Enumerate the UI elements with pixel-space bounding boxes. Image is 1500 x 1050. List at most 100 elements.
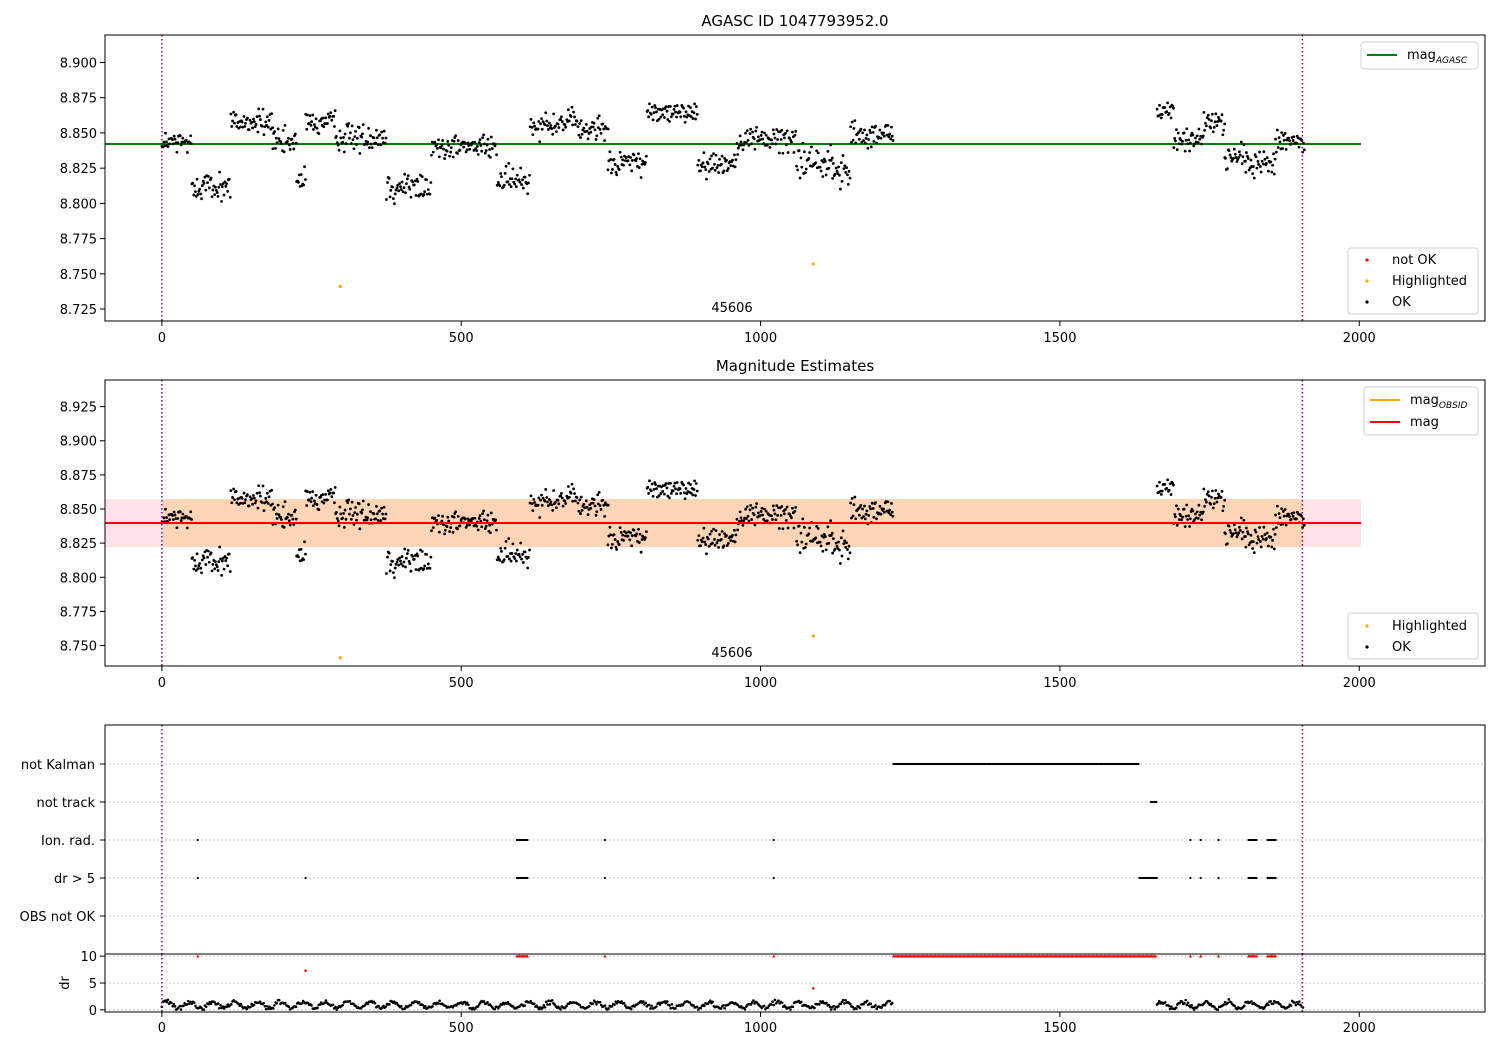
ok-point: [798, 176, 802, 180]
dr-point: [283, 1001, 287, 1005]
ok-point: [1251, 547, 1255, 550]
ok-point: [283, 500, 287, 504]
ok-point: [437, 514, 440, 518]
ok-point: [527, 556, 530, 559]
ok-point: [194, 564, 197, 568]
ok-point: [165, 516, 168, 519]
ok-point: [1179, 138, 1183, 142]
ok-point: [393, 576, 396, 579]
dr-point: [467, 1003, 470, 1007]
ok-point: [234, 489, 238, 493]
ok-point: [1205, 124, 1208, 128]
ok-point: [821, 175, 825, 178]
dr-axis-label: dr: [58, 976, 73, 990]
ok-point: [463, 517, 467, 521]
ok-point: [863, 141, 867, 145]
ok-point: [229, 112, 233, 116]
ok-point: [815, 525, 819, 528]
ok-point: [746, 138, 750, 142]
ok-point: [1210, 495, 1213, 499]
ok-point: [399, 562, 403, 566]
ok-point: [416, 554, 420, 558]
ok-point: [652, 487, 656, 491]
ok-point: [800, 540, 804, 544]
ok-point: [1181, 139, 1184, 143]
ok-point: [842, 542, 846, 546]
ok-point: [253, 501, 257, 505]
ok-point: [736, 146, 740, 150]
ok-point: [784, 508, 787, 511]
ok-point: [312, 128, 315, 131]
ok-point: [521, 561, 525, 564]
ok-point: [638, 532, 642, 536]
ok-point: [372, 512, 376, 516]
ok-point: [281, 505, 285, 508]
ok-point: [303, 540, 306, 544]
ok-point: [739, 140, 743, 144]
ok-point: [313, 499, 316, 503]
ok-point: [707, 545, 711, 548]
ok-point: [628, 538, 632, 542]
ok-point: [420, 550, 424, 553]
ok-point: [1202, 487, 1206, 491]
ok-point: [326, 498, 329, 502]
ok-point: [826, 525, 830, 529]
dr-point: [331, 1003, 335, 1007]
ok-point: [538, 516, 542, 519]
flag-point: [1155, 876, 1158, 880]
ok-point: [509, 185, 513, 189]
ok-point: [322, 501, 326, 505]
dr-point: [529, 999, 532, 1003]
dr-point: [1184, 998, 1187, 1002]
ok-point: [338, 129, 342, 133]
ok-point: [201, 179, 205, 183]
ok-point: [217, 185, 221, 189]
ok-point: [304, 552, 307, 556]
ok-point: [1188, 525, 1191, 528]
ok-point: [585, 129, 589, 133]
ok-point: [781, 527, 785, 531]
ok-point: [407, 560, 411, 563]
ok-point: [854, 141, 858, 145]
ok-point: [793, 133, 797, 137]
ok-point: [713, 538, 716, 541]
ok-point: [689, 115, 693, 118]
ok-point: [446, 139, 450, 143]
ok-point: [1181, 515, 1184, 519]
ok-point: [190, 518, 193, 521]
ok-point: [468, 523, 472, 527]
ok-point: [428, 566, 432, 570]
ok-point: [376, 143, 380, 147]
ok-point: [347, 122, 350, 125]
ok-point: [784, 131, 787, 135]
dr-point: [615, 1001, 619, 1005]
ok-point: [675, 115, 679, 119]
ok-point: [1269, 160, 1273, 164]
ok-point: [376, 519, 380, 522]
ok-point: [307, 498, 311, 502]
ok-point: [602, 503, 606, 507]
ok-point: [1273, 157, 1277, 161]
ok-point: [1197, 503, 1201, 507]
ok-point: [837, 548, 841, 552]
ok-point: [1158, 480, 1161, 484]
ok-point: [479, 519, 483, 523]
flag-point: [1189, 876, 1192, 880]
ok-point: [744, 507, 747, 511]
ok-point: [293, 508, 297, 512]
ok-point: [1185, 503, 1189, 507]
flag-point: [526, 838, 529, 842]
ok-point: [489, 511, 493, 515]
dr-point: [230, 1002, 233, 1006]
ok-point: [401, 564, 405, 568]
ok-point: [449, 150, 453, 154]
ok-point: [839, 161, 843, 165]
ok-point: [780, 128, 784, 132]
ok-point: [1234, 531, 1238, 535]
ok-point: [1274, 150, 1278, 154]
ok-point: [406, 552, 409, 555]
ok-point: [207, 560, 211, 564]
ok-point: [299, 173, 303, 176]
ok-point: [733, 528, 736, 532]
ok-point: [1224, 532, 1227, 536]
